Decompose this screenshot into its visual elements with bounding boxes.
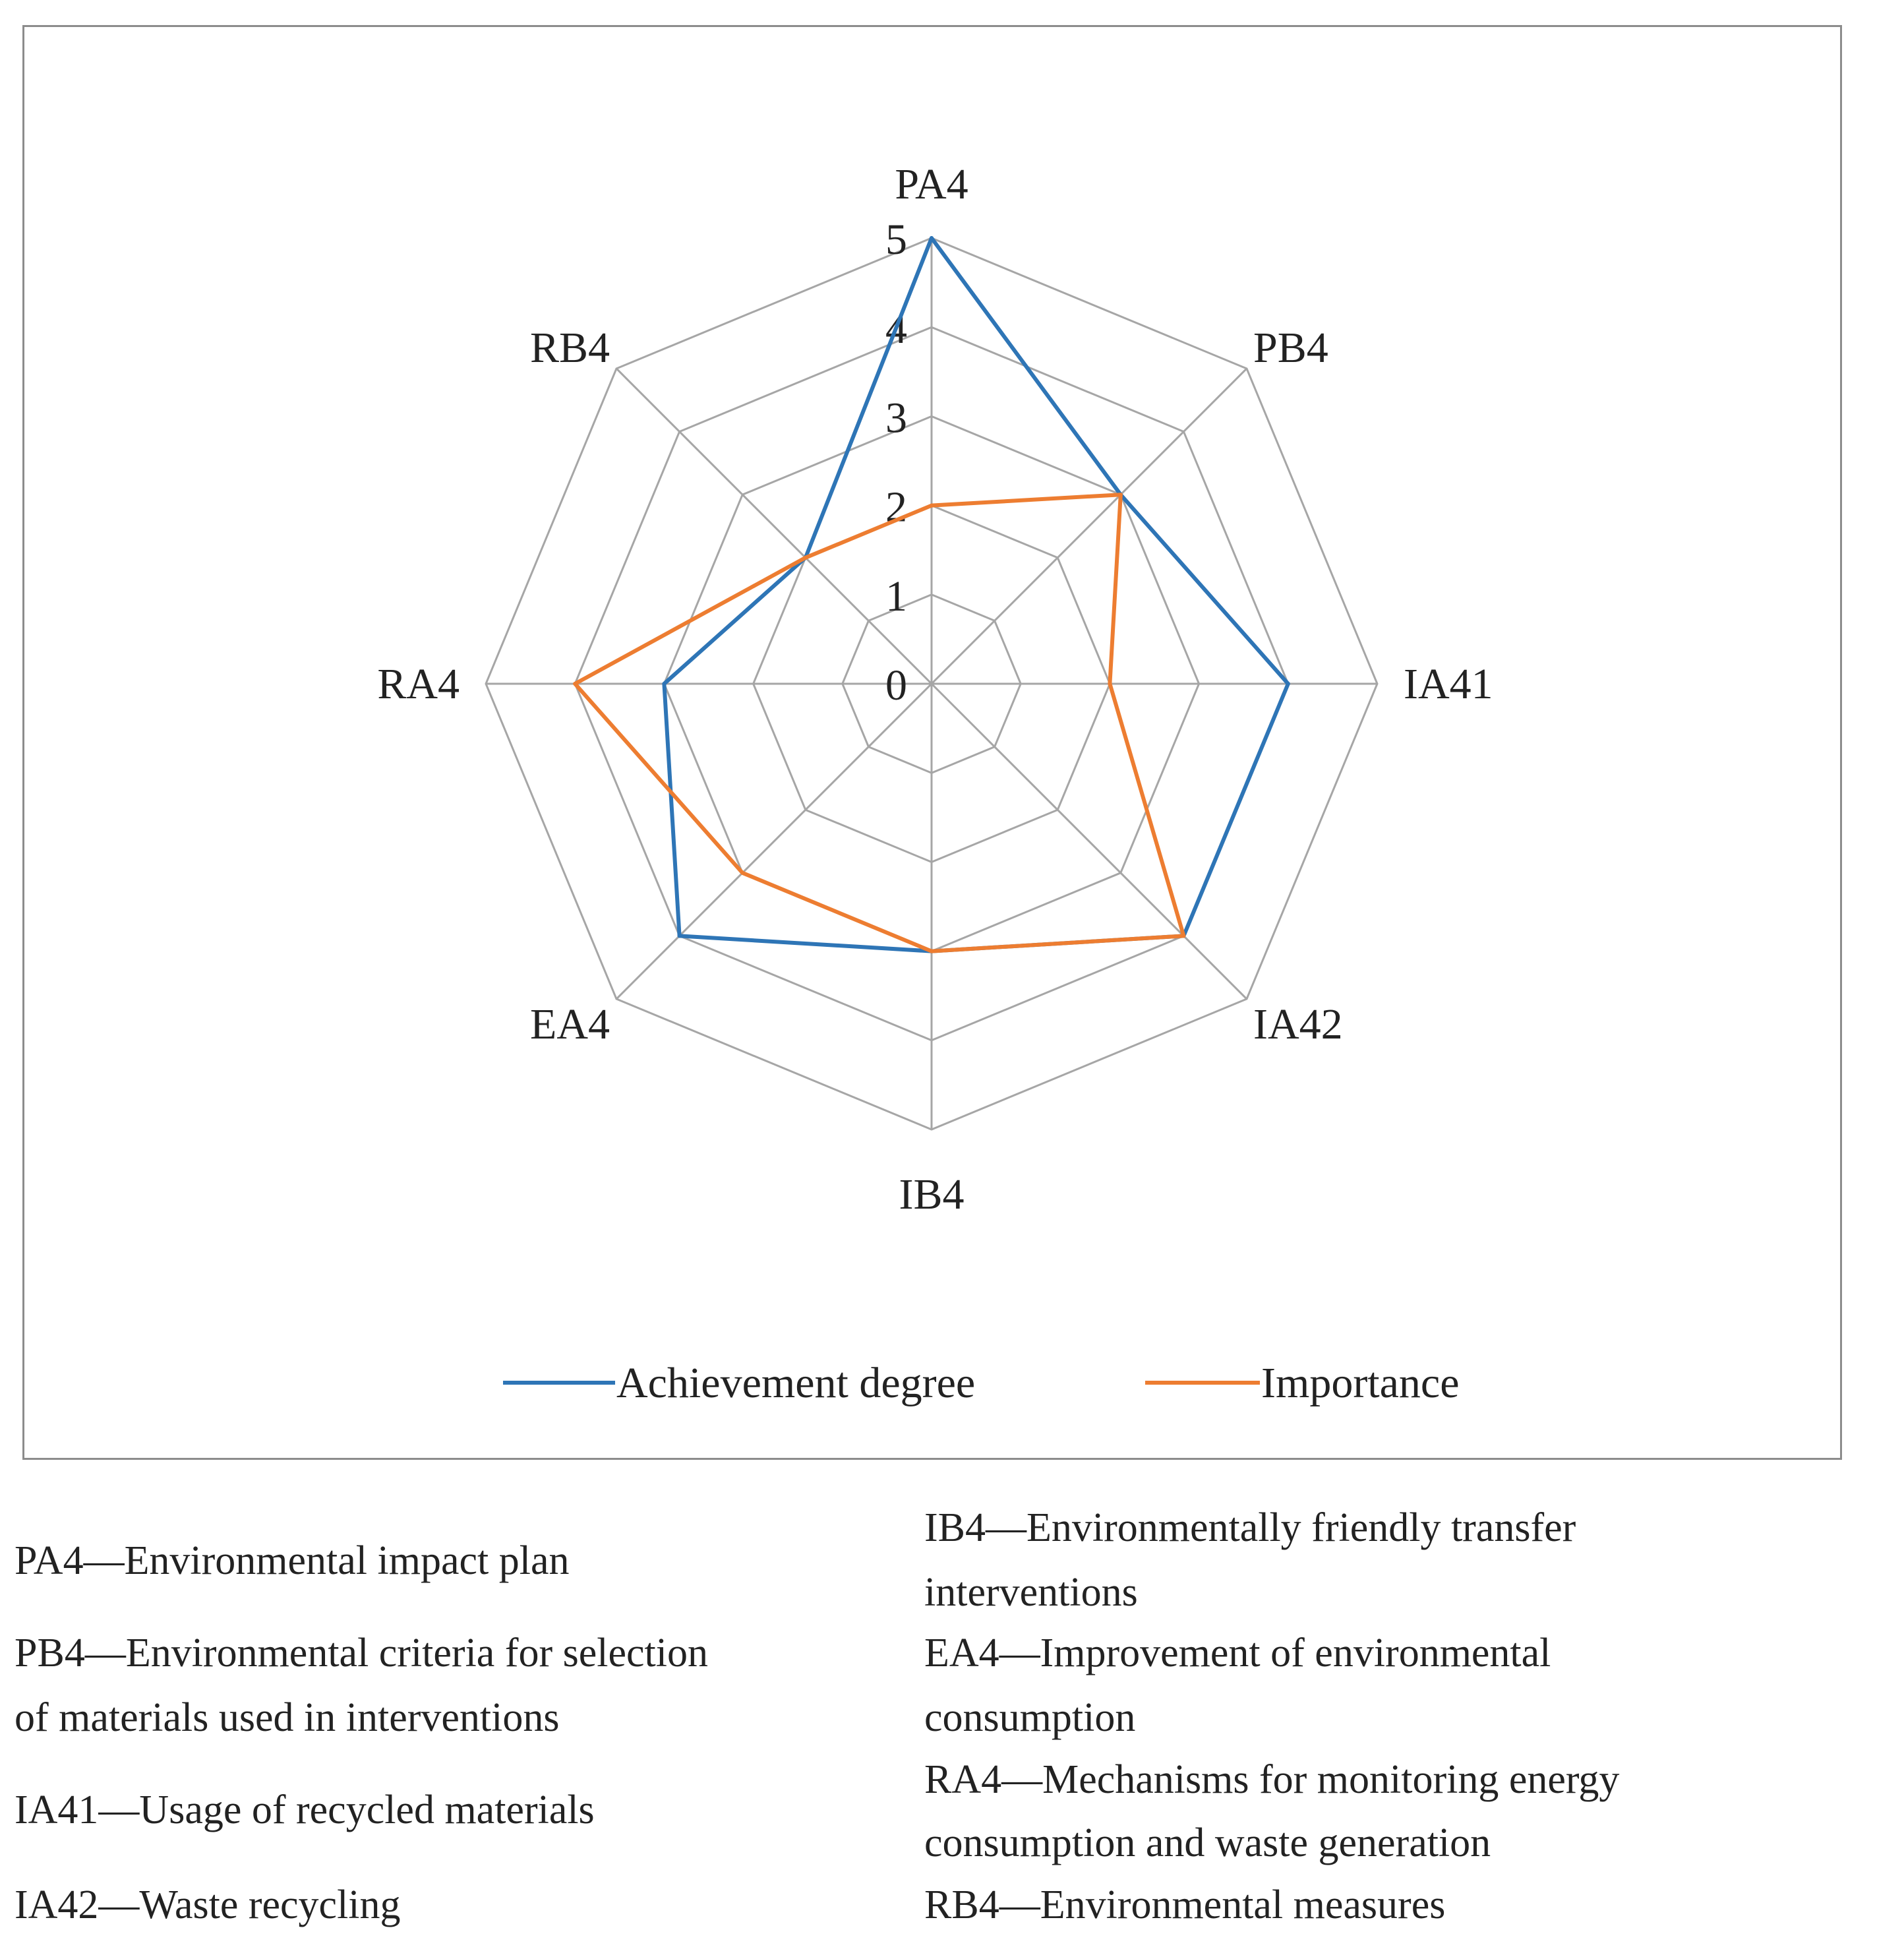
- axis-labels: PA4 PB4 IA41 IA42 IB4 EA4 RA4 RB4: [377, 160, 1493, 1219]
- data-point: [930, 949, 934, 953]
- description-line: PB4—Environmental criteria for selection: [15, 1631, 708, 1675]
- axis-label: IA42: [1253, 1000, 1343, 1048]
- scale-tick-label: 0: [885, 661, 907, 709]
- axis-label: EA4: [530, 1000, 610, 1048]
- grid-spoke: [615, 367, 933, 685]
- series-0: [662, 236, 1290, 953]
- data-point: [1181, 934, 1186, 938]
- axis-label: PA4: [895, 160, 968, 208]
- scale-tick-label: 5: [885, 216, 907, 264]
- description-line: IA42—Waste recycling: [15, 1882, 401, 1927]
- data-series: [573, 236, 1290, 953]
- grid-spoke: [615, 682, 933, 1000]
- description-line: consumption and waste generation: [924, 1821, 1491, 1865]
- description-line: consumption: [924, 1695, 1136, 1740]
- grid-spoke: [930, 367, 1248, 685]
- data-point: [662, 682, 667, 686]
- description-line: PA4—Environmental impact plan: [15, 1538, 570, 1583]
- description-line: of materials used in interventions: [15, 1695, 560, 1740]
- description-line: RB4—Environmental measures: [924, 1882, 1446, 1927]
- data-point: [930, 503, 934, 508]
- data-point: [1286, 682, 1290, 686]
- data-point: [1118, 493, 1123, 497]
- description-line: RA4—Mechanisms for monitoring energy: [924, 1757, 1620, 1802]
- axis-label: IA41: [1404, 660, 1493, 708]
- data-point: [803, 555, 808, 560]
- data-point: [677, 934, 682, 938]
- description-line: interventions: [924, 1570, 1138, 1615]
- legend-label: Importance: [1261, 1359, 1460, 1407]
- axis-label: RA4: [377, 660, 460, 708]
- data-point: [573, 682, 578, 686]
- legend-label: Achievement degree: [616, 1359, 975, 1407]
- data-point: [930, 236, 934, 240]
- scale-tick-label: 3: [885, 394, 907, 442]
- radar-grid: [485, 237, 1379, 1131]
- description-line: IB4—Environmentally friendly transfer: [924, 1505, 1576, 1550]
- series-1: [573, 493, 1186, 953]
- data-point: [1108, 682, 1112, 686]
- legend: Achievement degree Importance: [503, 1359, 1460, 1407]
- axis-label: RB4: [530, 324, 610, 372]
- description-line: IA41—Usage of recycled materials: [15, 1788, 595, 1832]
- description-line: EA4—Improvement of environmental: [924, 1631, 1551, 1675]
- axis-label: PB4: [1253, 324, 1328, 372]
- axis-label: IB4: [899, 1170, 965, 1219]
- data-point: [740, 870, 745, 875]
- grid-spoke: [930, 682, 1248, 1000]
- scale-tick-label: 1: [885, 572, 907, 620]
